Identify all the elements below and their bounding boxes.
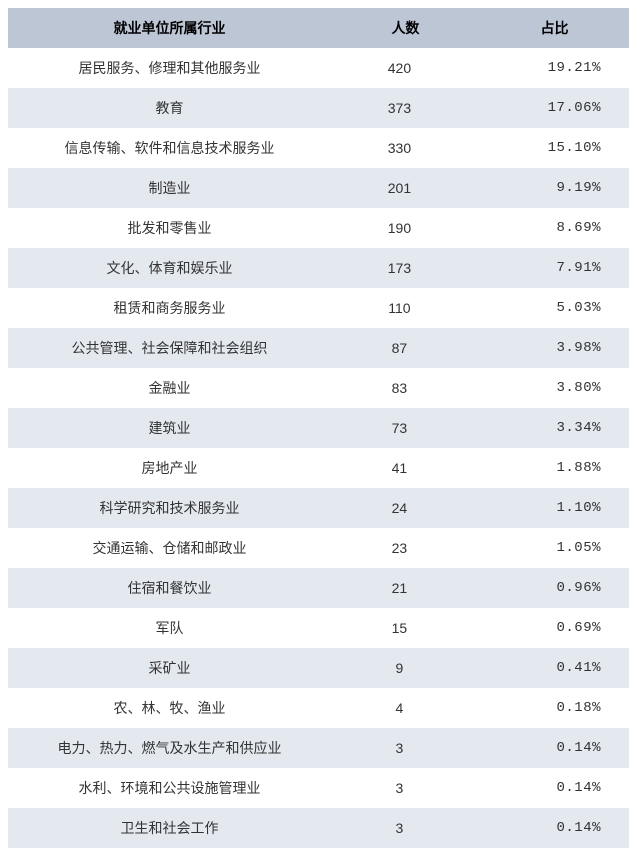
cell-percent: 17.06%: [480, 88, 629, 128]
cell-industry: 住宿和餐饮业: [8, 568, 331, 608]
table-row: 交通运输、仓储和邮政业231.05%: [8, 528, 629, 568]
cell-count: 21: [331, 568, 480, 608]
cell-count: 330: [331, 128, 480, 168]
cell-percent: 1.88%: [480, 448, 629, 488]
cell-percent: 15.10%: [480, 128, 629, 168]
cell-count: 201: [331, 168, 480, 208]
cell-count: 23: [331, 528, 480, 568]
cell-percent: 9.19%: [480, 168, 629, 208]
cell-percent: 0.14%: [480, 728, 629, 768]
table-row: 制造业2019.19%: [8, 168, 629, 208]
cell-percent: 0.41%: [480, 648, 629, 688]
table-row: 建筑业733.34%: [8, 408, 629, 448]
cell-industry: 居民服务、修理和其他服务业: [8, 48, 331, 88]
cell-percent: 3.34%: [480, 408, 629, 448]
table-body: 居民服务、修理和其他服务业42019.21%教育37317.06%信息传输、软件…: [8, 48, 629, 848]
cell-industry: 建筑业: [8, 408, 331, 448]
cell-percent: 0.69%: [480, 608, 629, 648]
cell-count: 190: [331, 208, 480, 248]
header-percent: 占比: [480, 8, 629, 48]
table-row: 金融业833.80%: [8, 368, 629, 408]
cell-count: 9: [331, 648, 480, 688]
cell-industry: 卫生和社会工作: [8, 808, 331, 848]
cell-count: 83: [331, 368, 480, 408]
cell-percent: 8.69%: [480, 208, 629, 248]
cell-percent: 0.96%: [480, 568, 629, 608]
cell-industry: 军队: [8, 608, 331, 648]
table-row: 水利、环境和公共设施管理业30.14%: [8, 768, 629, 808]
table-row: 军队150.69%: [8, 608, 629, 648]
cell-count: 15: [331, 608, 480, 648]
cell-industry: 房地产业: [8, 448, 331, 488]
cell-count: 173: [331, 248, 480, 288]
cell-count: 373: [331, 88, 480, 128]
cell-count: 3: [331, 808, 480, 848]
cell-industry: 公共管理、社会保障和社会组织: [8, 328, 331, 368]
table-row: 公共管理、社会保障和社会组织873.98%: [8, 328, 629, 368]
table-row: 电力、热力、燃气及水生产和供应业30.14%: [8, 728, 629, 768]
cell-count: 73: [331, 408, 480, 448]
table-row: 教育37317.06%: [8, 88, 629, 128]
table-row: 房地产业411.88%: [8, 448, 629, 488]
cell-percent: 0.18%: [480, 688, 629, 728]
cell-industry: 农、林、牧、渔业: [8, 688, 331, 728]
header-industry: 就业单位所属行业: [8, 8, 331, 48]
table-row: 信息传输、软件和信息技术服务业33015.10%: [8, 128, 629, 168]
table-header-row: 就业单位所属行业 人数 占比: [8, 8, 629, 48]
table-row: 住宿和餐饮业210.96%: [8, 568, 629, 608]
cell-count: 87: [331, 328, 480, 368]
cell-industry: 电力、热力、燃气及水生产和供应业: [8, 728, 331, 768]
cell-industry: 批发和零售业: [8, 208, 331, 248]
cell-percent: 19.21%: [480, 48, 629, 88]
cell-industry: 教育: [8, 88, 331, 128]
table-row: 批发和零售业1908.69%: [8, 208, 629, 248]
table-row: 农、林、牧、渔业40.18%: [8, 688, 629, 728]
table-row: 卫生和社会工作30.14%: [8, 808, 629, 848]
cell-count: 3: [331, 768, 480, 808]
cell-industry: 信息传输、软件和信息技术服务业: [8, 128, 331, 168]
cell-count: 41: [331, 448, 480, 488]
cell-industry: 科学研究和技术服务业: [8, 488, 331, 528]
cell-percent: 0.14%: [480, 768, 629, 808]
cell-percent: 7.91%: [480, 248, 629, 288]
employment-industry-table: 就业单位所属行业 人数 占比 居民服务、修理和其他服务业42019.21%教育3…: [8, 8, 629, 848]
table-row: 采矿业90.41%: [8, 648, 629, 688]
cell-percent: 3.98%: [480, 328, 629, 368]
cell-percent: 1.05%: [480, 528, 629, 568]
cell-industry: 制造业: [8, 168, 331, 208]
cell-industry: 采矿业: [8, 648, 331, 688]
table-row: 文化、体育和娱乐业1737.91%: [8, 248, 629, 288]
cell-count: 420: [331, 48, 480, 88]
cell-industry: 水利、环境和公共设施管理业: [8, 768, 331, 808]
header-count: 人数: [331, 8, 480, 48]
cell-industry: 文化、体育和娱乐业: [8, 248, 331, 288]
cell-industry: 租赁和商务服务业: [8, 288, 331, 328]
table-row: 科学研究和技术服务业241.10%: [8, 488, 629, 528]
cell-count: 24: [331, 488, 480, 528]
cell-industry: 交通运输、仓储和邮政业: [8, 528, 331, 568]
cell-count: 110: [331, 288, 480, 328]
cell-percent: 3.80%: [480, 368, 629, 408]
table-row: 租赁和商务服务业1105.03%: [8, 288, 629, 328]
table-row: 居民服务、修理和其他服务业42019.21%: [8, 48, 629, 88]
cell-percent: 1.10%: [480, 488, 629, 528]
cell-industry: 金融业: [8, 368, 331, 408]
cell-percent: 0.14%: [480, 808, 629, 848]
cell-count: 3: [331, 728, 480, 768]
cell-count: 4: [331, 688, 480, 728]
cell-percent: 5.03%: [480, 288, 629, 328]
